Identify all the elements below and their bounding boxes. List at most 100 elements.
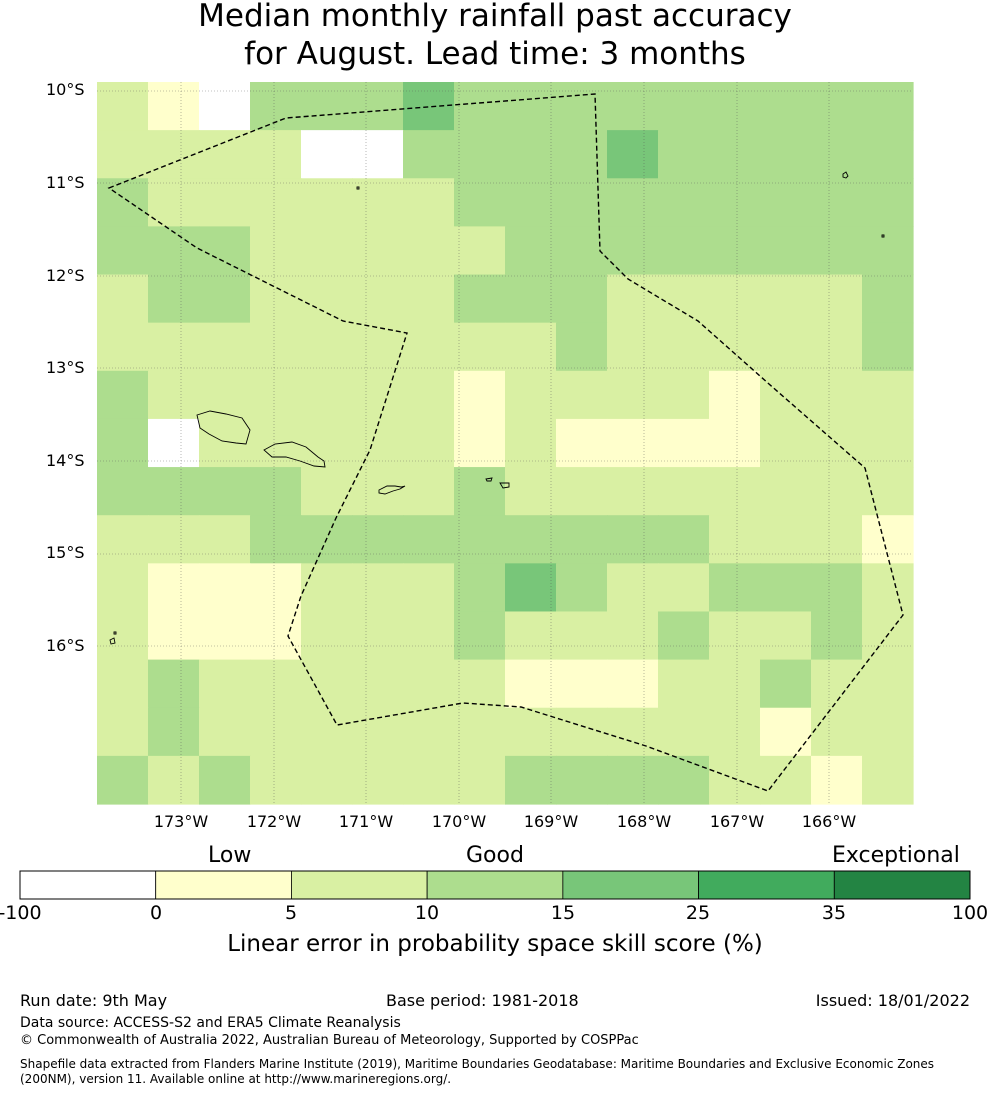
grid-cell <box>301 322 353 372</box>
grid-cell <box>97 755 149 805</box>
legend-color-swatch <box>833 870 971 900</box>
grid-cell <box>862 274 914 324</box>
legend-tick: 10 <box>414 902 440 924</box>
upolu-savaii-island <box>196 410 251 445</box>
lat-label-10s: 10°S <box>46 80 85 99</box>
grid-cell <box>301 755 353 805</box>
grid-cell <box>454 274 506 324</box>
lon-label-171w: 171°W <box>338 812 394 831</box>
grid-cell <box>301 611 353 661</box>
small-atoll-southwest <box>109 631 117 645</box>
grid-cell <box>505 563 557 613</box>
legend-tick: 35 <box>821 902 847 924</box>
grid-cell <box>250 226 302 276</box>
tokelau-atoll <box>842 171 849 179</box>
grid-cell <box>658 755 710 805</box>
grid-cell <box>607 707 659 757</box>
grid-cell <box>709 178 761 227</box>
grid-cell <box>148 274 200 324</box>
grid-cell <box>760 611 812 661</box>
grid-cell <box>454 82 506 131</box>
graticule <box>97 82 913 804</box>
grid-cell <box>97 611 149 661</box>
lat-label-12s: 12°S <box>46 266 85 285</box>
grid-cell <box>862 322 914 372</box>
grid-cell <box>148 226 200 276</box>
grid-cell <box>301 130 353 179</box>
grid-cell <box>148 467 200 516</box>
grid-cell <box>199 659 251 709</box>
grid-cell <box>658 130 710 179</box>
grid-cell <box>505 611 557 661</box>
legend-color-swatch <box>698 870 835 900</box>
grid-cell <box>607 418 659 468</box>
grid-cell <box>811 370 863 420</box>
lon-label-170w: 170°W <box>431 812 487 831</box>
grid-cell <box>607 322 659 372</box>
grid-cell <box>505 322 557 372</box>
grid-cell <box>709 370 761 420</box>
grid-cell <box>352 370 404 420</box>
grid-cell <box>250 418 302 468</box>
data-source: Data source: ACCESS-S2 and ERA5 Climate … <box>20 1015 401 1031</box>
grid-cell <box>760 563 812 613</box>
grid-cell <box>556 418 608 468</box>
grid-cell <box>250 274 302 324</box>
lon-label-168w: 168°W <box>616 812 672 831</box>
grid-cell <box>658 467 710 516</box>
grid-cell <box>301 370 353 420</box>
grid-cell <box>250 370 302 420</box>
grid-cell <box>148 707 200 757</box>
grid-cell <box>709 82 761 131</box>
grid-cell <box>454 178 506 227</box>
ofu-olosega-island <box>485 477 493 482</box>
legend-colorbar <box>19 870 971 900</box>
grid-cell <box>352 467 404 516</box>
grid-cell <box>97 707 149 757</box>
grid-cell <box>862 418 914 468</box>
grid-cell <box>454 370 506 420</box>
grid-cell <box>811 82 863 131</box>
legend-tick: 100 <box>951 902 989 924</box>
grid-cell <box>403 515 455 564</box>
grid-cell <box>505 178 557 227</box>
grid-cell <box>811 178 863 227</box>
grid-cell <box>403 322 455 372</box>
small-atoll-east <box>881 234 885 238</box>
grid-cell <box>760 755 812 805</box>
grid-cell <box>862 178 914 227</box>
grid-cell <box>709 418 761 468</box>
grid-cell <box>658 707 710 757</box>
grid-cell <box>403 659 455 709</box>
grid-cell <box>556 82 608 131</box>
grid-cell <box>556 274 608 324</box>
islands <box>109 171 885 645</box>
grid-cell <box>556 130 608 179</box>
grid-cell <box>505 659 557 709</box>
grid-cell <box>199 274 251 324</box>
grid-cell <box>607 755 659 805</box>
grid-cell <box>556 515 608 564</box>
lat-label-15s: 15°S <box>46 543 85 562</box>
tau-island <box>499 482 510 489</box>
grid-cell <box>505 130 557 179</box>
legend-tick: -100 <box>0 902 42 924</box>
grid-cell <box>505 82 557 131</box>
grid-cell <box>607 226 659 276</box>
grid-cell <box>811 322 863 372</box>
grid-cell <box>301 178 353 227</box>
grid-cell <box>97 515 149 564</box>
grid-cell <box>760 515 812 564</box>
grid-cell <box>658 418 710 468</box>
grid-cell <box>250 82 302 131</box>
grid-cell <box>250 322 302 372</box>
grid-cell <box>505 515 557 564</box>
grid-cell <box>352 611 404 661</box>
legend-color-swatch <box>291 870 428 900</box>
grid-cell <box>862 755 914 805</box>
grid-cell <box>454 611 506 661</box>
grid-cell <box>352 659 404 709</box>
issued-date: Issued: 18/01/2022 <box>815 991 970 1010</box>
grid-cell <box>709 515 761 564</box>
grid-cell <box>97 274 149 324</box>
